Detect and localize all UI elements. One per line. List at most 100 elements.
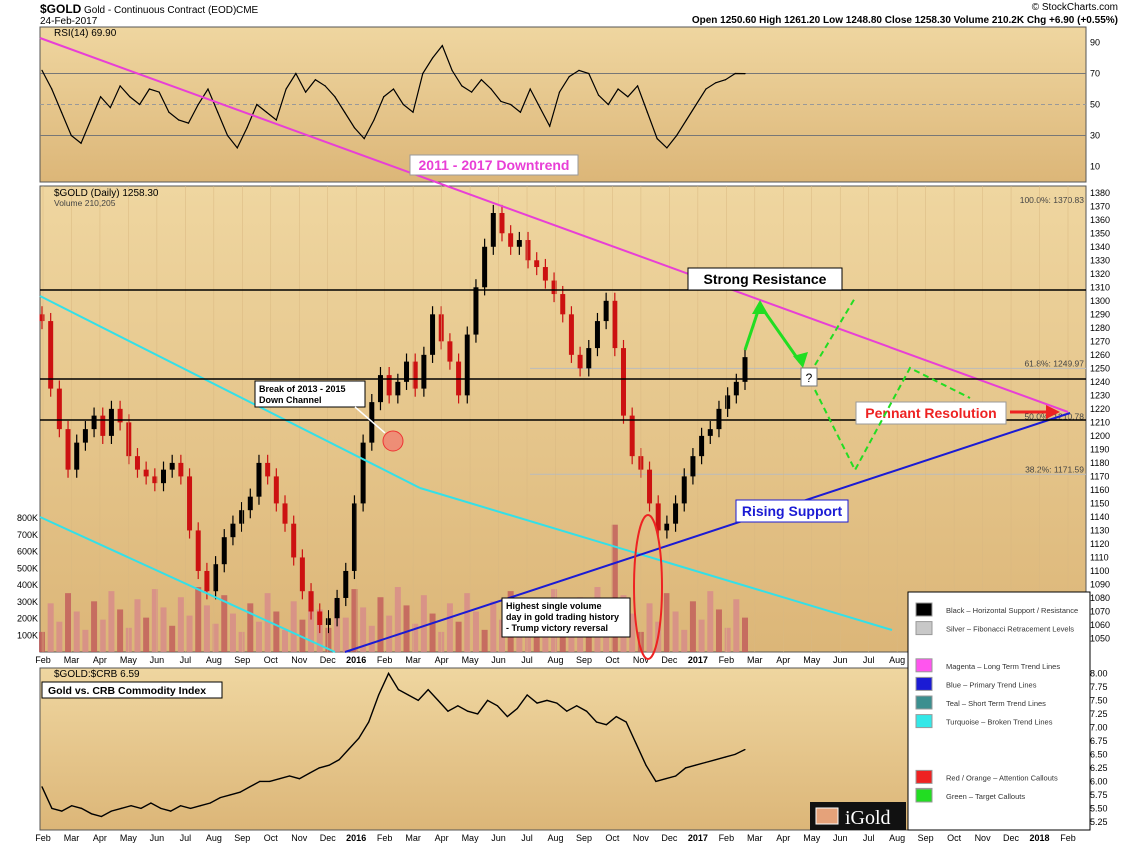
rsi-point: [324, 85, 326, 87]
candle: [74, 442, 80, 470]
volume-bar: [186, 615, 193, 652]
logo-text: iGold: [845, 807, 891, 829]
volume-bar: [299, 619, 306, 652]
volume-callout-line2: day in gold trading history: [506, 612, 619, 622]
candle: [499, 213, 505, 234]
ratio-tick: 8.00: [1090, 668, 1108, 678]
volume-bar: [368, 625, 375, 652]
x-tick-price: 2017: [688, 655, 708, 665]
candle: [325, 618, 331, 625]
x-tick-ratio: Sep: [918, 833, 934, 843]
x-tick-price: Apr: [435, 655, 449, 665]
candle: [82, 429, 88, 443]
volume-bar: [403, 605, 410, 652]
candle: [742, 357, 748, 382]
ratio-point: [417, 699, 419, 702]
ratio-point: [734, 753, 736, 756]
magenta-downtrend-line: [39, 37, 1069, 413]
rsi-point: [412, 111, 414, 113]
x-tick-price: Mar: [747, 655, 763, 665]
volume-bar: [117, 609, 124, 652]
volume-bar: [568, 625, 575, 652]
price-tick: 1230: [1090, 390, 1110, 400]
x-tick-price: 2016: [346, 655, 366, 665]
rsi-point: [119, 85, 121, 87]
candle: [108, 408, 114, 436]
x-tick-price: Aug: [547, 655, 563, 665]
target-path-up: [814, 297, 856, 366]
ratio-point: [605, 724, 607, 726]
rsi-point: [168, 111, 170, 113]
ratio-point: [269, 780, 271, 783]
candle: [725, 395, 731, 409]
candle: [178, 462, 184, 477]
rsi-point: [539, 107, 541, 109]
volume-spike-ellipse: [633, 514, 663, 660]
rsi-point: [461, 85, 463, 87]
candle: [699, 435, 705, 457]
x-tick-price: Jun: [491, 655, 506, 665]
rsi-tick: 10: [1090, 162, 1100, 172]
x-tick-ratio: 2018: [1030, 833, 1050, 843]
price-tick: 1280: [1090, 323, 1110, 333]
volume-callout: Highest single volume day in gold tradin…: [501, 514, 663, 660]
x-tick-ratio: Nov: [975, 833, 992, 843]
candle: [299, 557, 305, 592]
volume-tick: 400K: [17, 580, 38, 590]
volume-bar: [742, 617, 748, 652]
legend-swatch: [915, 788, 933, 803]
turquoise-upper-line: [39, 295, 421, 489]
rsi-point: [627, 96, 629, 98]
ratio-point: [427, 689, 429, 691]
candle: [594, 321, 600, 349]
x-tick-ratio: Apr: [435, 833, 449, 843]
ratio-point: [140, 807, 142, 810]
rsi-point: [422, 72, 424, 75]
candle: [351, 503, 357, 571]
rsi-point: [724, 79, 727, 81]
candle: [152, 476, 158, 484]
x-tick-price: Jul: [521, 655, 533, 665]
candle: [308, 591, 314, 612]
rsi-point: [490, 88, 492, 90]
ratio-tick: 5.75: [1090, 790, 1108, 800]
volume-bar: [65, 593, 72, 652]
ratio-point: [61, 810, 63, 812]
rsi-point: [383, 96, 385, 98]
ratio-point: [546, 699, 548, 702]
ratio-tick: 5.50: [1090, 803, 1108, 813]
ratio-point: [130, 805, 132, 807]
fib-label: 61.8%: 1249.97: [1024, 358, 1084, 368]
candle: [377, 375, 383, 403]
x-tick-ratio: Feb: [377, 833, 393, 843]
ratio-point: [615, 716, 617, 718]
ratio-label-box: [41, 681, 223, 699]
candle: [716, 408, 722, 430]
candle: [490, 213, 496, 247]
volume-bar: [429, 613, 436, 652]
candle: [265, 462, 271, 477]
date: 24-Feb-2017: [40, 16, 98, 27]
ratio-point: [100, 815, 103, 818]
volume-bar: [39, 631, 45, 652]
volume-bar: [229, 613, 236, 652]
x-tick-price: May: [120, 655, 138, 665]
x-tick-price: Oct: [605, 655, 620, 665]
ratio-layer: 5.25 5.50 5.75 6.00 6.25 6.50 6.75 7.00 7.25 7.50…: [41, 668, 1108, 827]
ratio-point: [120, 807, 122, 810]
ratio-point: [180, 805, 182, 807]
ratio-point: [229, 794, 231, 796]
price-tick: 1270: [1090, 336, 1110, 346]
description: Gold - Continuous Contract (EOD): [84, 5, 236, 16]
rsi-point: [197, 103, 199, 106]
legend-swatch: [915, 769, 933, 784]
x-tick-ratio: May: [803, 833, 821, 843]
x-tick-price: Mar: [64, 655, 80, 665]
price-tick: 1050: [1090, 633, 1110, 643]
ratio-tick: 6.00: [1090, 776, 1108, 786]
candle: [195, 530, 201, 571]
rsi-point: [549, 125, 551, 127]
ratio-point: [348, 748, 350, 750]
rsi-point: [265, 111, 268, 113]
candle: [48, 321, 54, 389]
